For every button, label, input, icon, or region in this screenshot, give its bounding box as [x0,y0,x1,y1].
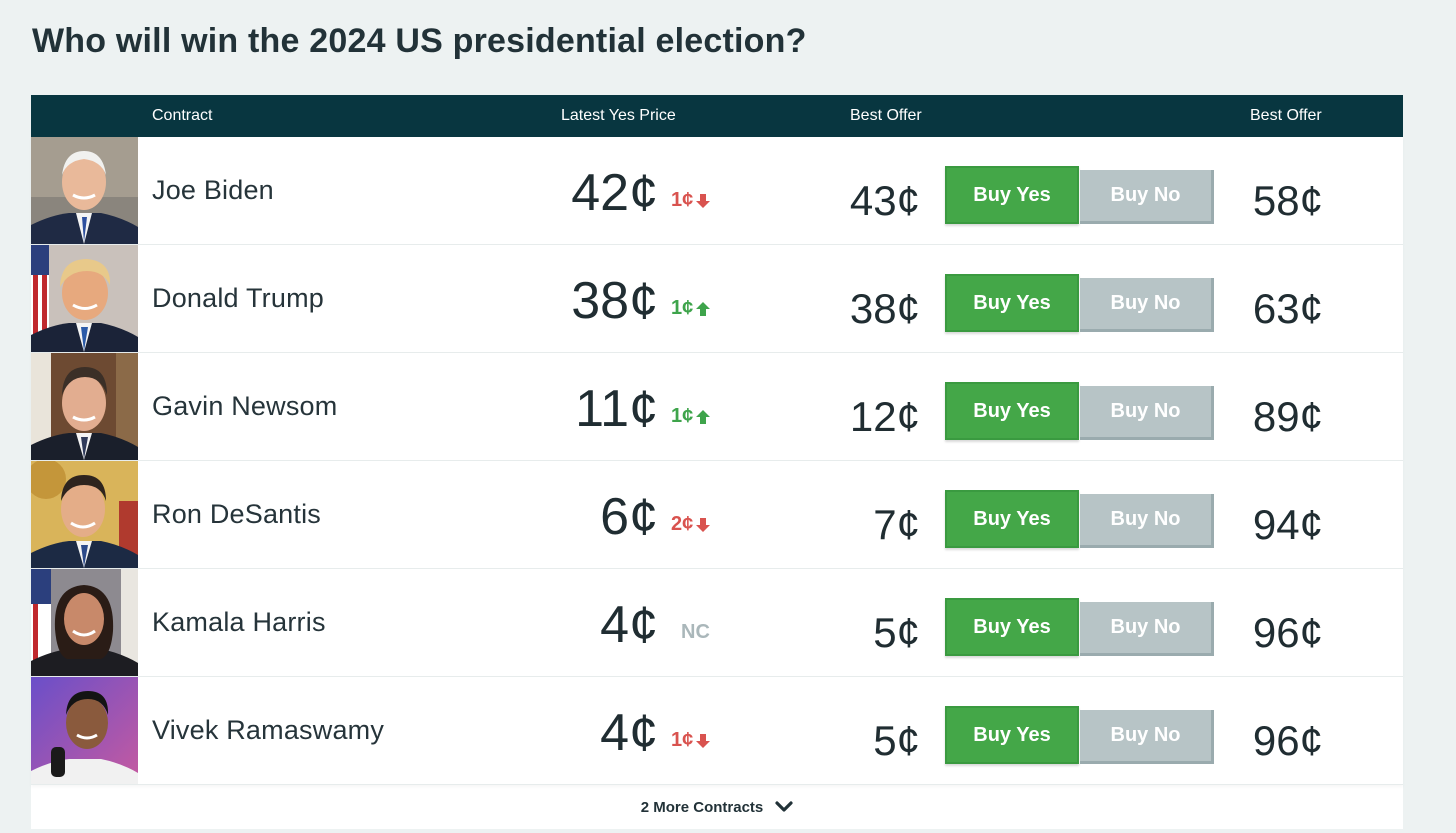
header-best-offer-no: Best Offer [1250,107,1322,124]
avatar [31,137,138,244]
buy-no-button[interactable]: Buy No [1080,710,1214,764]
latest-yes-price: 4¢ [600,704,658,762]
contract-name[interactable]: Ron DeSantis [152,499,321,529]
more-contracts-link[interactable]: 2 More Contracts [31,785,1403,829]
price-change-value: NC [681,621,710,643]
avatar [31,677,138,784]
latest-yes-price: 11¢ [575,380,658,438]
buy-no-button[interactable]: Buy No [1080,602,1214,656]
arrow-up-icon [696,409,711,424]
table-row: Vivek Ramaswamy 4¢ 1¢ 5¢ Buy Yes Buy No … [31,677,1403,785]
avatar [31,569,138,676]
best-offer-yes: 12¢ [849,393,920,440]
price-change: NC [681,621,710,644]
arrow-down-icon [696,193,711,208]
contract-name[interactable]: Joe Biden [152,175,274,205]
latest-yes-price: 42¢ [571,164,658,222]
table-row: Donald Trump 38¢ 1¢ 38¢ Buy Yes Buy No 6… [31,245,1403,353]
price-change-value: 1¢ [671,405,694,427]
price-change-value: 2¢ [671,513,694,535]
avatar [31,353,138,460]
buy-yes-button[interactable]: Buy Yes [945,490,1079,548]
buy-yes-button[interactable]: Buy Yes [945,274,1079,332]
avatar [31,245,138,352]
best-offer-yes: 38¢ [849,285,920,332]
price-change-value: 1¢ [671,297,694,319]
latest-yes-price: 4¢ [600,596,658,654]
table-row: Kamala Harris 4¢ NC 5¢ Buy Yes Buy No 96… [31,569,1403,677]
price-change: 1¢ [671,729,711,752]
best-offer-yes: 5¢ [873,609,920,656]
header-contract: Contract [152,107,213,124]
avatar [31,461,138,568]
best-offer-yes: 7¢ [873,501,920,548]
contract-name[interactable]: Gavin Newsom [152,391,338,421]
buy-no-button[interactable]: Buy No [1080,278,1214,332]
contract-name[interactable]: Vivek Ramaswamy [152,715,385,745]
buy-yes-button[interactable]: Buy Yes [945,706,1079,764]
table-row: Gavin Newsom 11¢ 1¢ 12¢ Buy Yes Buy No 8… [31,353,1403,461]
buy-yes-button[interactable]: Buy Yes [945,166,1079,224]
page-title: Who will win the 2024 US presidential el… [32,22,807,60]
best-offer-yes: 43¢ [849,177,920,224]
price-change: 2¢ [671,513,711,536]
price-change: 1¢ [671,297,711,320]
contract-name[interactable]: Donald Trump [152,283,324,313]
best-offer-no: 58¢ [1252,177,1323,224]
best-offer-no: 96¢ [1252,717,1323,764]
latest-yes-price: 38¢ [571,272,658,330]
table-row: Ron DeSantis 6¢ 2¢ 7¢ Buy Yes Buy No 94¢ [31,461,1403,569]
buy-yes-button[interactable]: Buy Yes [945,382,1079,440]
header-best-offer-yes: Best Offer [850,107,922,124]
price-change-value: 1¢ [671,729,694,751]
best-offer-yes: 5¢ [873,717,920,764]
table-row: Joe Biden 42¢ 1¢ 43¢ Buy Yes Buy No 58¢ [31,137,1403,245]
header-latest-yes-price: Latest Yes Price [561,107,676,124]
price-change: 1¢ [671,189,711,212]
arrow-up-icon [696,301,711,316]
best-offer-no: 89¢ [1252,393,1323,440]
buy-no-button[interactable]: Buy No [1080,170,1214,224]
contracts-table: Contract Latest Yes Price Best Offer Bes… [31,95,1403,829]
chevron-down-icon [775,801,793,812]
latest-yes-price: 6¢ [600,488,658,546]
table-header: Contract Latest Yes Price Best Offer Bes… [31,95,1403,137]
best-offer-no: 96¢ [1252,609,1323,656]
contract-name[interactable]: Kamala Harris [152,607,326,637]
best-offer-no: 94¢ [1252,501,1323,548]
buy-yes-button[interactable]: Buy Yes [945,598,1079,656]
buy-no-button[interactable]: Buy No [1080,494,1214,548]
price-change: 1¢ [671,405,711,428]
arrow-down-icon [696,517,711,532]
best-offer-no: 63¢ [1252,285,1323,332]
more-contracts-label: 2 More Contracts [640,798,764,816]
buy-no-button[interactable]: Buy No [1080,386,1214,440]
price-change-value: 1¢ [671,189,694,211]
arrow-down-icon [696,733,711,748]
